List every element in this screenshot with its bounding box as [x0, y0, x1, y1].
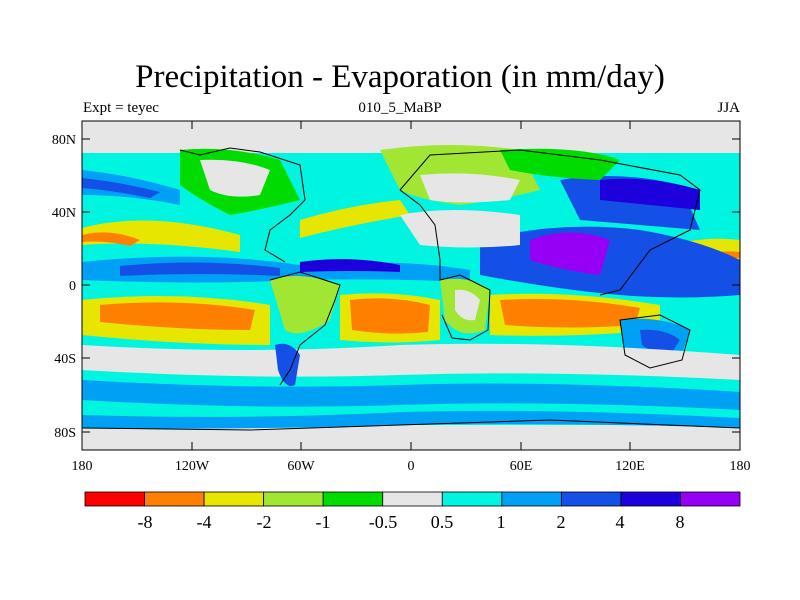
experiment-label: Expt = teyec [83, 100, 159, 116]
lat-axis: 80N 40N 0 40S 80S [52, 133, 740, 441]
colorbar-box [441, 491, 503, 507]
colorbar-box [382, 491, 443, 507]
map-field [82, 121, 740, 450]
colorbar: -8 -4 -2 -1 -0.5 0.5 1 2 4 8 [84, 491, 741, 532]
lon-tick-label: 180 [730, 459, 751, 474]
colorbar-label: -2 [257, 512, 272, 532]
lat-tick-label: 80N [52, 133, 76, 148]
colorbar-box [203, 491, 265, 507]
lon-tick-label: 0 [408, 459, 415, 474]
lat-tick-label: 0 [69, 279, 76, 294]
colorbar-box [263, 491, 324, 507]
colorbar-label: 0.5 [431, 512, 454, 532]
colorbar-box [144, 491, 205, 507]
colorbar-label: -0.5 [369, 512, 398, 532]
lon-tick-label: 180 [72, 459, 93, 474]
lat-tick-label: 80S [54, 426, 76, 441]
plot-title: Precipitation - Evaporation (in mm/day) [135, 59, 665, 95]
land-outlines [82, 147, 740, 431]
lat-tick-label: 40N [52, 206, 76, 221]
season-label: JJA [717, 100, 740, 116]
colorbar-label: 1 [497, 512, 506, 532]
colorbar-box [680, 491, 741, 507]
lon-tick-label: 120E [615, 459, 645, 474]
colorbar-box [501, 491, 562, 507]
colorbar-box [560, 491, 622, 507]
lon-tick-label: 120W [175, 459, 210, 474]
lat-tick-label: 40S [54, 352, 76, 367]
colorbar-label: -1 [316, 512, 331, 532]
period-label: 010_5_MaBP [358, 100, 442, 116]
colorbar-box [322, 491, 384, 507]
lon-tick-label: 60E [510, 459, 533, 474]
colorbar-label: 8 [676, 512, 685, 532]
colorbar-label: 4 [616, 512, 625, 532]
colorbar-box [620, 491, 681, 507]
lon-axis: 180 120W 60W 0 60E 120E 180 [72, 121, 751, 474]
colorbar-label: 2 [557, 512, 566, 532]
colorbar-label: -8 [138, 512, 153, 532]
colorbar-box [84, 491, 145, 507]
lon-tick-label: 60W [287, 459, 315, 474]
colorbar-label: -4 [197, 512, 212, 532]
